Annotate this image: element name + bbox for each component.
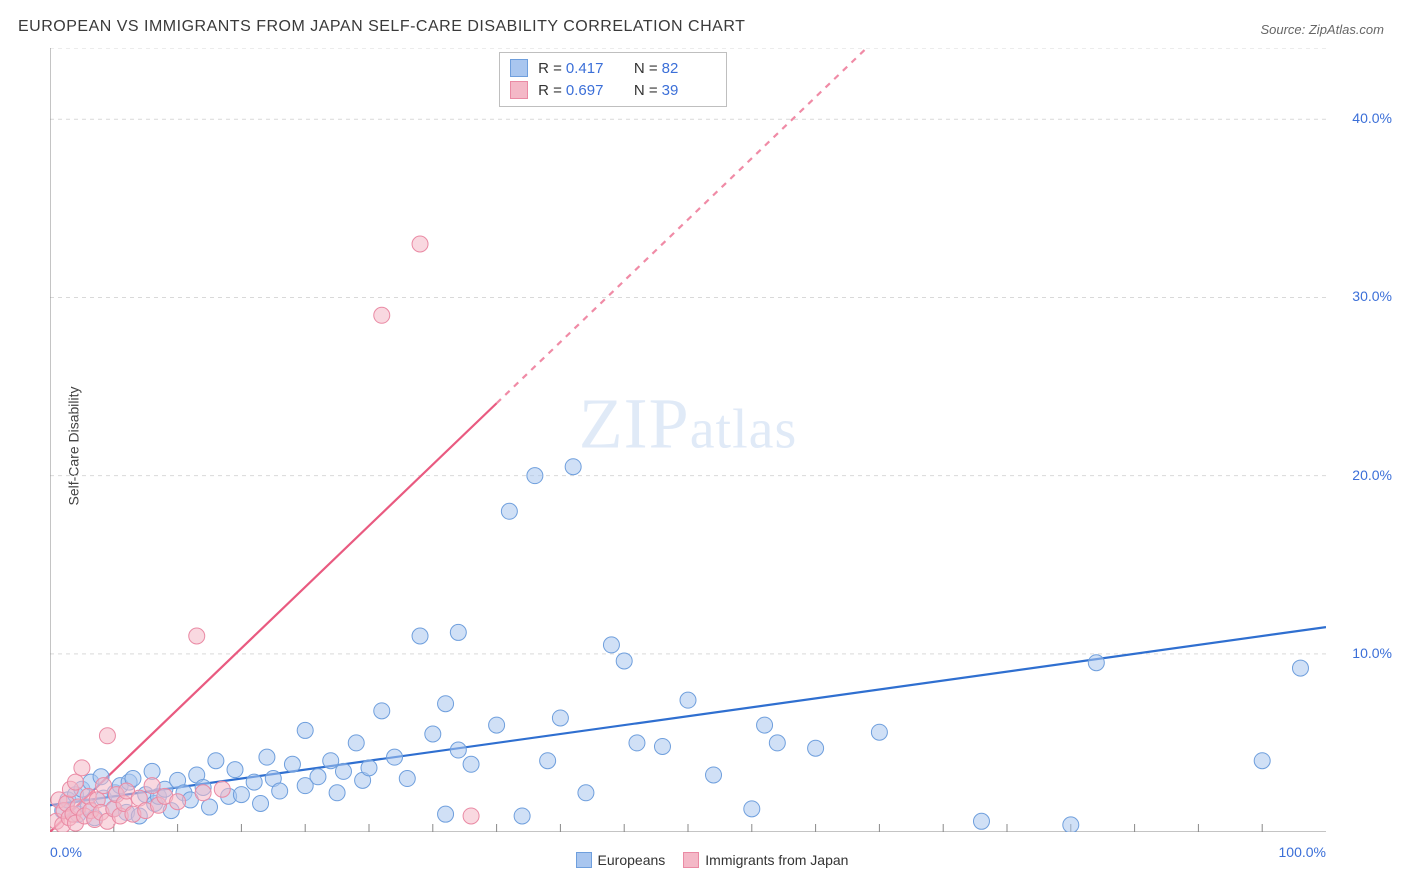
scatter-point <box>757 717 773 733</box>
scatter-point <box>489 717 505 733</box>
scatter-point <box>527 468 543 484</box>
scatter-point <box>68 774 84 790</box>
scatter-point <box>706 767 722 783</box>
scatter-point <box>450 742 466 758</box>
scatter-point <box>450 624 466 640</box>
scatter-point <box>144 778 160 794</box>
scatter-point <box>565 459 581 475</box>
legend-n-value: 82 <box>662 58 716 80</box>
scatter-point <box>335 763 351 779</box>
scatter-point <box>348 735 364 751</box>
legend-swatch <box>683 852 699 868</box>
scatter-point <box>1254 753 1270 769</box>
legend-swatch <box>510 81 528 99</box>
legend-r-label: R = <box>538 60 562 77</box>
scatter-point <box>425 726 441 742</box>
legend-n-label: N = <box>634 60 658 77</box>
scatter-point <box>1088 655 1104 671</box>
scatter-point <box>246 774 262 790</box>
scatter-point <box>272 783 288 799</box>
scatter-point <box>973 813 989 829</box>
legend-n-value: 39 <box>662 80 716 102</box>
scatter-point <box>412 628 428 644</box>
legend-series-label: Europeans <box>598 852 666 868</box>
scatter-point <box>214 781 230 797</box>
scatter-point <box>514 808 530 824</box>
scatter-point <box>297 722 313 738</box>
scatter-point <box>99 728 115 744</box>
scatter-point <box>202 799 218 815</box>
scatter-point <box>463 808 479 824</box>
correlation-legend: R =0.417 N =82 R =0.697 N =39 <box>499 52 727 107</box>
y-axis-tick-label: 40.0% <box>1352 110 1392 126</box>
source-value: ZipAtlas.com <box>1309 22 1384 37</box>
legend-n-label: N = <box>634 82 658 99</box>
scatter-point <box>1063 817 1079 832</box>
chart-title: EUROPEAN VS IMMIGRANTS FROM JAPAN SELF-C… <box>18 18 745 36</box>
scatter-point <box>744 801 760 817</box>
scatter-point <box>195 785 211 801</box>
scatter-point <box>501 503 517 519</box>
source-label: Source: <box>1260 22 1308 37</box>
scatter-point <box>233 787 249 803</box>
scatter-point <box>227 762 243 778</box>
scatter-point <box>540 753 556 769</box>
scatter-point <box>310 769 326 785</box>
scatter-point <box>259 749 275 765</box>
scatter-point <box>253 795 269 811</box>
scatter-point <box>74 760 90 776</box>
scatter-point <box>871 724 887 740</box>
plot-area: ZIPatlas <box>50 48 1326 832</box>
scatter-point <box>629 735 645 751</box>
scatter-point <box>680 692 696 708</box>
scatter-point <box>208 753 224 769</box>
series-legend: Europeans Immigrants from Japan <box>0 852 1406 868</box>
scatter-point <box>616 653 632 669</box>
scatter-point <box>374 703 390 719</box>
legend-r-value: 0.697 <box>566 80 620 102</box>
scatter-point <box>578 785 594 801</box>
scatter-point <box>438 806 454 822</box>
legend-swatch <box>510 59 528 77</box>
scatter-point <box>361 760 377 776</box>
scatter-point <box>769 735 785 751</box>
y-axis-tick-label: 30.0% <box>1352 288 1392 304</box>
chart-source: Source: ZipAtlas.com <box>1260 22 1384 37</box>
scatter-point <box>189 628 205 644</box>
scatter-point <box>654 738 670 754</box>
scatter-point <box>323 753 339 769</box>
legend-r-value: 0.417 <box>566 58 620 80</box>
scatter-point <box>463 756 479 772</box>
scatter-point <box>329 785 345 801</box>
scatter-chart <box>50 48 1326 832</box>
scatter-point <box>399 771 415 787</box>
scatter-point <box>438 696 454 712</box>
scatter-point <box>170 794 186 810</box>
scatter-point <box>412 236 428 252</box>
scatter-point <box>552 710 568 726</box>
scatter-point <box>284 756 300 772</box>
legend-row: R =0.697 N =39 <box>510 80 716 102</box>
scatter-point <box>144 763 160 779</box>
scatter-point <box>387 749 403 765</box>
scatter-point <box>1292 660 1308 676</box>
legend-row: R =0.417 N =82 <box>510 58 716 80</box>
y-axis-tick-label: 20.0% <box>1352 467 1392 483</box>
scatter-point <box>603 637 619 653</box>
legend-swatch <box>576 852 592 868</box>
scatter-point <box>374 307 390 323</box>
legend-r-label: R = <box>538 82 562 99</box>
y-axis-tick-label: 10.0% <box>1352 645 1392 661</box>
scatter-point <box>808 740 824 756</box>
legend-series-label: Immigrants from Japan <box>705 852 848 868</box>
